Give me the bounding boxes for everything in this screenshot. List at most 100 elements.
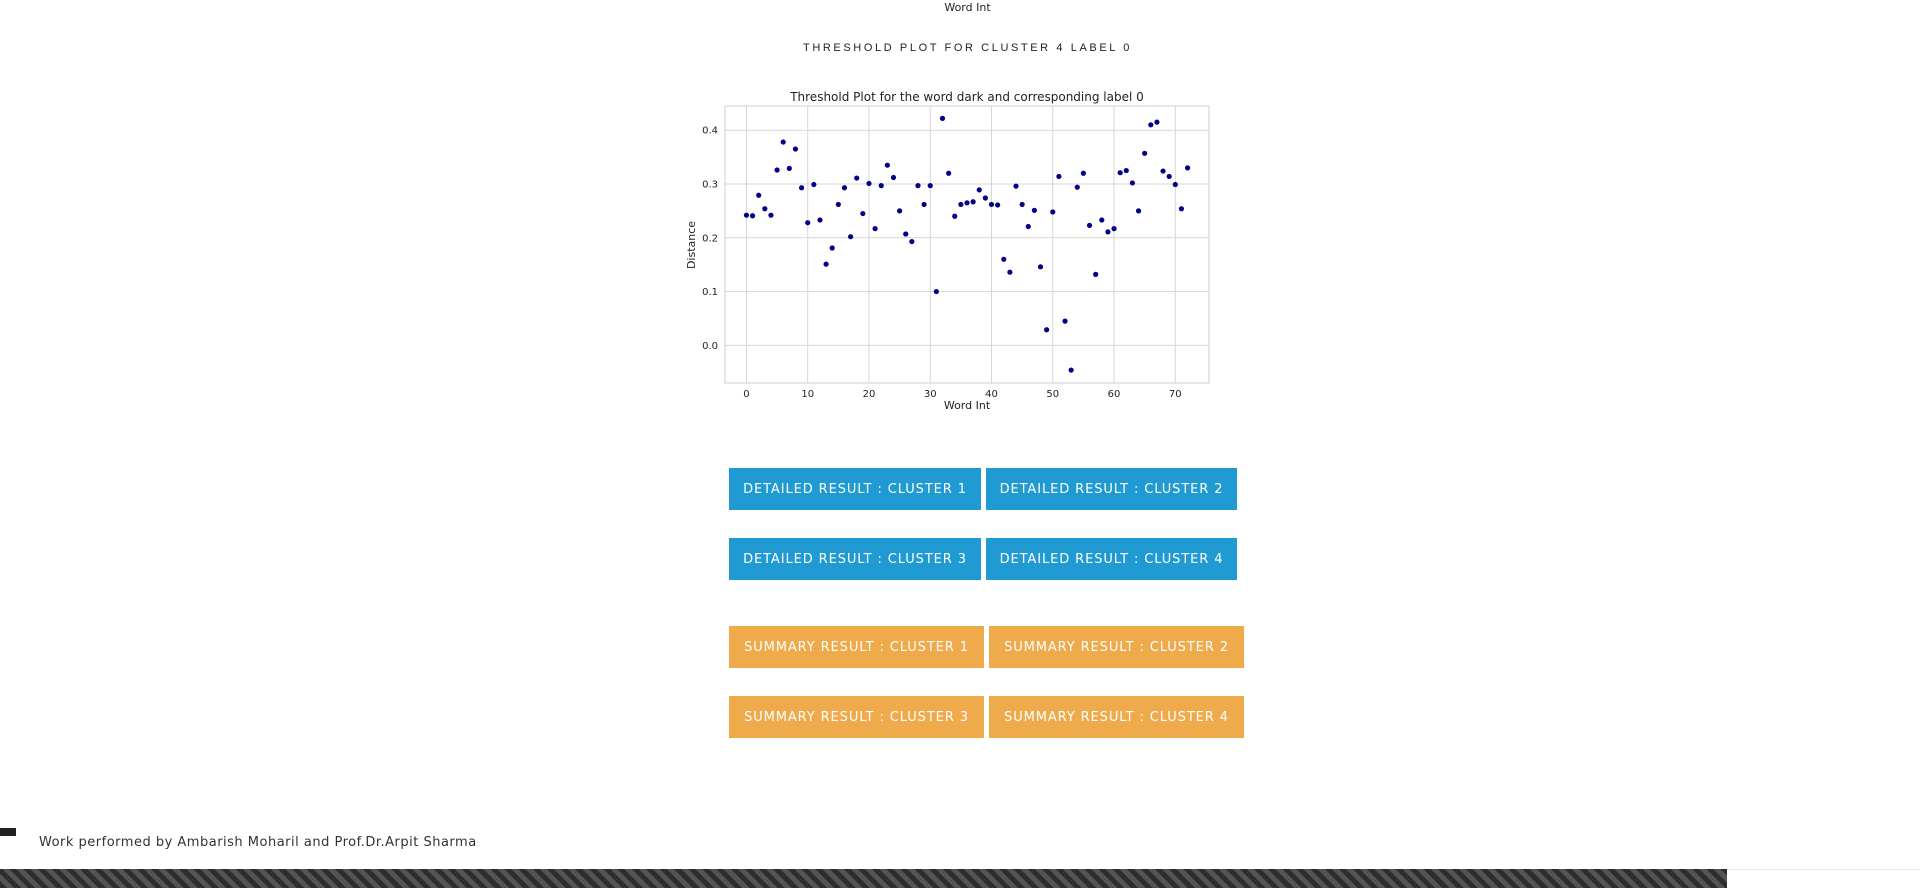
bottom-right-panel: [1727, 869, 1920, 889]
data-point: [1086, 222, 1093, 229]
data-point: [774, 167, 780, 173]
data-point: [835, 201, 841, 208]
data-point: [976, 187, 982, 193]
data-point: [1178, 206, 1185, 212]
data-point: [1105, 229, 1111, 235]
data-point: [1007, 269, 1013, 275]
x-tick-label: 40: [985, 389, 998, 400]
data-point: [749, 213, 756, 219]
data-point: [878, 183, 884, 189]
data-point: [952, 213, 958, 219]
top-axis-label: Word Int: [944, 1, 991, 14]
data-point: [872, 226, 878, 232]
data-point: [1080, 170, 1087, 176]
data-point: [988, 201, 995, 208]
x-tick-label: 10: [801, 389, 814, 400]
data-point: [897, 208, 903, 214]
data-point: [946, 170, 952, 176]
data-point: [915, 183, 921, 189]
data-point: [995, 202, 1001, 208]
plot-frame: [724, 105, 1210, 384]
data-point: [1074, 184, 1080, 190]
y-tick-label: 0.2: [702, 233, 718, 244]
data-point: [1044, 327, 1050, 333]
x-tick-label: 50: [1046, 389, 1059, 400]
y-tick-label: 0.1: [702, 287, 718, 298]
data-point: [1129, 180, 1136, 186]
x-tick-label: 30: [924, 389, 937, 400]
bottom-striped-bar: [0, 869, 1727, 888]
data-point: [1037, 264, 1044, 270]
data-point: [1123, 167, 1129, 174]
data-point: [890, 174, 897, 181]
data-point: [860, 210, 866, 217]
data-point: [1172, 181, 1178, 188]
x-tick-label: 20: [863, 389, 876, 400]
section-heading: Threshold Plot for Cluster 4 Label 0: [803, 42, 1132, 54]
summary-result-cluster-3-button[interactable]: SUMMARY RESULT : CLUSTER 3: [729, 696, 984, 738]
x-tick-label: 0: [743, 389, 749, 400]
data-point: [927, 183, 933, 189]
data-point: [1093, 271, 1099, 277]
data-point: [939, 115, 946, 121]
data-point: [1184, 165, 1191, 171]
data-point: [768, 212, 774, 218]
data-point: [811, 181, 817, 188]
data-point: [1142, 150, 1148, 156]
data-point: [866, 180, 872, 187]
data-point: [1001, 256, 1007, 262]
x-tick-label: 70: [1169, 389, 1182, 400]
detailed-result-cluster-3-button[interactable]: DETAILED RESULT : CLUSTER 3: [729, 538, 981, 580]
data-point: [1068, 367, 1074, 373]
data-point: [1025, 223, 1031, 230]
data-point: [958, 201, 964, 208]
data-point: [1013, 183, 1019, 189]
data-point: [909, 238, 915, 245]
data-point: [762, 206, 768, 212]
data-point: [970, 199, 976, 205]
left-edge-marker: [0, 828, 16, 836]
data-point: [921, 201, 927, 208]
data-point: [1056, 173, 1062, 180]
chart-grid: [725, 106, 1209, 383]
data-point: [1050, 209, 1056, 215]
data-point: [964, 200, 970, 206]
data-point: [792, 146, 799, 152]
data-point: [756, 192, 762, 198]
chart-points: [743, 115, 1191, 373]
data-point: [823, 261, 829, 267]
footer-credit: Work performed by Ambarish Moharil and P…: [39, 835, 477, 850]
y-tick-label: 0.3: [702, 179, 718, 190]
data-point: [1160, 168, 1166, 174]
data-point: [817, 217, 823, 223]
data-point: [1099, 217, 1105, 223]
data-point: [780, 139, 786, 145]
x-tick-label: 60: [1108, 389, 1121, 400]
data-point: [1019, 201, 1025, 208]
summary-result-cluster-2-button[interactable]: SUMMARY RESULT : CLUSTER 2: [989, 626, 1244, 668]
data-point: [982, 195, 988, 201]
data-point: [743, 212, 750, 218]
y-tick-label: 0.4: [702, 126, 718, 137]
data-point: [1117, 170, 1123, 176]
data-point: [1166, 173, 1172, 180]
detailed-result-cluster-4-button[interactable]: DETAILED RESULT : CLUSTER 4: [986, 538, 1237, 580]
summary-result-cluster-1-button[interactable]: SUMMARY RESULT : CLUSTER 1: [729, 626, 984, 668]
data-point: [903, 231, 909, 237]
data-point: [1111, 226, 1117, 232]
data-point: [1031, 207, 1037, 213]
data-point: [1135, 208, 1142, 214]
chart-ticks: 0 10 20 30 40 50 60 70 0.0 0.1 0.2 0.3 0.4: [702, 126, 1182, 400]
y-axis-label: Distance: [685, 221, 698, 269]
summary-result-cluster-4-button[interactable]: SUMMARY RESULT : CLUSTER 4: [989, 696, 1244, 738]
chart-title: Threshold Plot for the word dark and cor…: [789, 90, 1144, 104]
data-point: [1154, 119, 1160, 125]
data-point: [798, 185, 805, 191]
data-point: [1148, 122, 1154, 128]
data-point: [805, 220, 811, 226]
detailed-result-cluster-2-button[interactable]: DETAILED RESULT : CLUSTER 2: [986, 468, 1237, 510]
x-axis-label: Word Int: [944, 399, 991, 412]
data-point: [829, 245, 835, 251]
data-point: [786, 165, 792, 171]
detailed-result-cluster-1-button[interactable]: DETAILED RESULT : CLUSTER 1: [729, 468, 981, 510]
